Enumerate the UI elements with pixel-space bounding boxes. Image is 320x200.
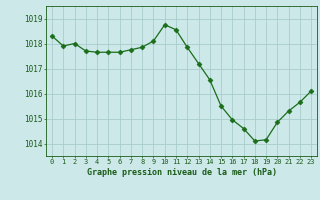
X-axis label: Graphe pression niveau de la mer (hPa): Graphe pression niveau de la mer (hPa)	[87, 168, 276, 177]
